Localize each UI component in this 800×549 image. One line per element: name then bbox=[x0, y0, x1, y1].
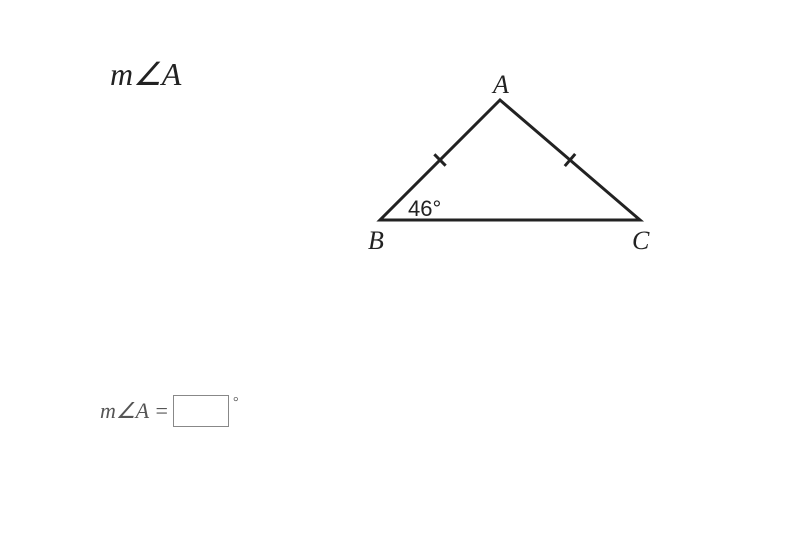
degree-symbol: ° bbox=[233, 395, 239, 411]
vertex-label-a: A bbox=[493, 70, 509, 100]
answer-row: m∠A = ° bbox=[100, 395, 239, 427]
vertex-label-c: C bbox=[632, 226, 649, 256]
triangle-svg bbox=[350, 90, 700, 290]
answer-input[interactable] bbox=[173, 395, 229, 427]
answer-prefix: m∠A = bbox=[100, 398, 169, 424]
vertex-label-b: B bbox=[368, 226, 384, 256]
angle-label-b: 46° bbox=[408, 196, 441, 222]
triangle-diagram: A B C 46° bbox=[350, 90, 700, 290]
question-title: m∠A bbox=[110, 55, 181, 93]
